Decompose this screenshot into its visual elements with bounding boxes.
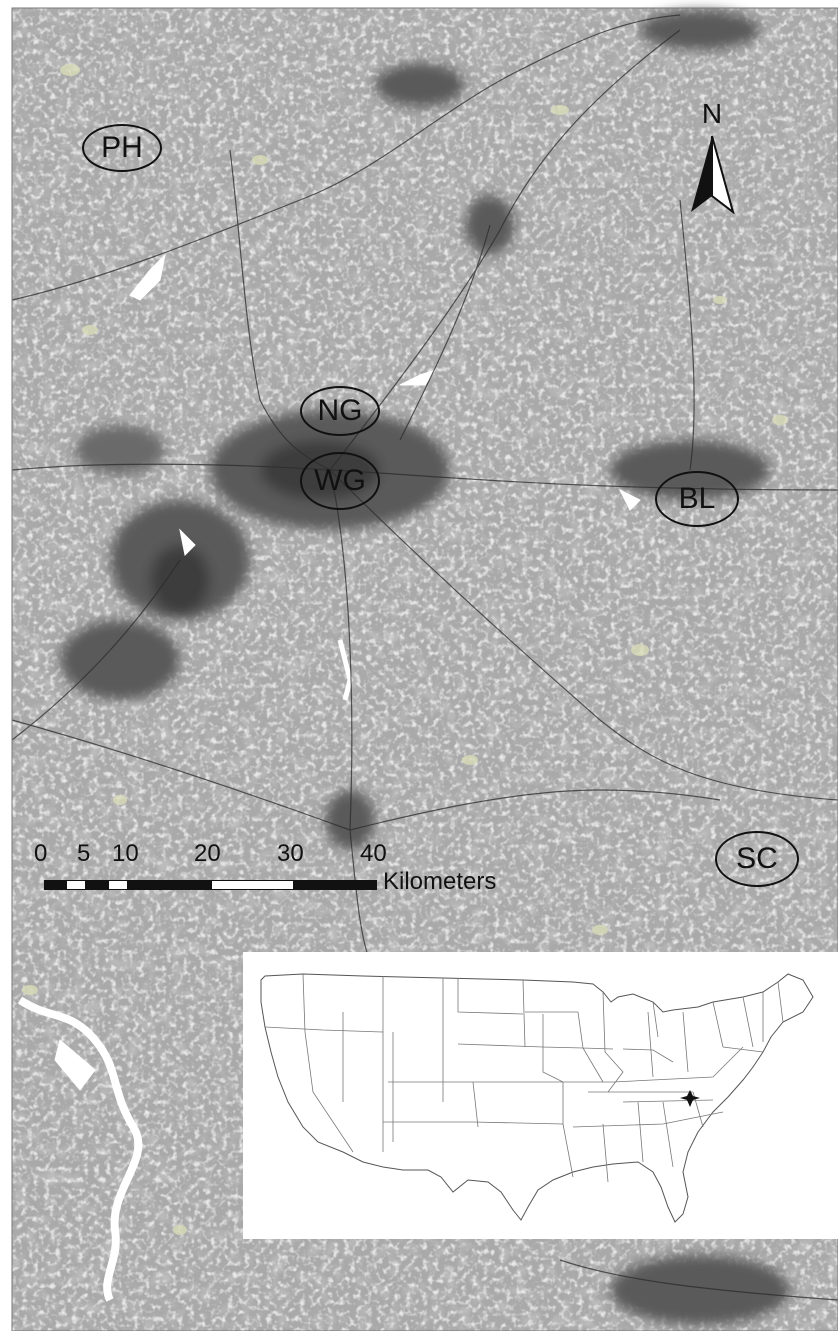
state-lines: [264, 973, 784, 1183]
scale-segment-1: [44, 880, 66, 890]
north-label: N: [701, 98, 723, 129]
map-frame: [11, 7, 838, 1331]
site-label-sc-text: SC: [736, 842, 778, 875]
site-label-ng-text: NG: [317, 394, 363, 427]
scale-tick-20: 20: [194, 840, 221, 867]
site-label-bl-text: BL: [678, 482, 716, 515]
pale-patches: [22, 64, 788, 1235]
site-label-wg: WG: [300, 452, 380, 510]
scale-segment-3: [86, 880, 108, 890]
scale-unit: Kilometers: [383, 868, 497, 895]
scale-tick-40: 40: [360, 840, 387, 867]
site-label-wg-text: WG: [314, 464, 366, 497]
site-label-ph-text: PH: [101, 131, 143, 164]
road-network: [11, 14, 838, 1301]
us-border: [260, 973, 814, 1223]
scale-segment-6: [211, 880, 294, 890]
scale-tick-0: 0: [34, 840, 48, 867]
us-outline-map: [260, 973, 814, 1223]
urban-areas: [60, 10, 790, 1325]
site-label-ng: NG: [300, 386, 380, 436]
water-bodies: [17, 253, 641, 1302]
site-label-sc: SC: [715, 831, 799, 887]
scale-tick-30: 30: [277, 840, 304, 867]
north-arrow-icon: [691, 135, 735, 214]
scale-segment-2: [66, 880, 86, 890]
scale-tick-10: 10: [112, 840, 139, 867]
site-label-ph: PH: [82, 124, 162, 172]
site-label-bl: BL: [655, 471, 739, 527]
scale-segment-7: [294, 880, 377, 890]
scale-bar: 0 5 10 20 30 40 Kilometers: [30, 840, 570, 900]
scale-segment-4: [108, 880, 128, 890]
inset-map: [243, 952, 838, 1239]
north-arrow: N: [684, 98, 740, 218]
scale-tick-5: 5: [77, 840, 91, 867]
scale-segment-5: [128, 880, 211, 890]
star-marker: [680, 1090, 700, 1107]
